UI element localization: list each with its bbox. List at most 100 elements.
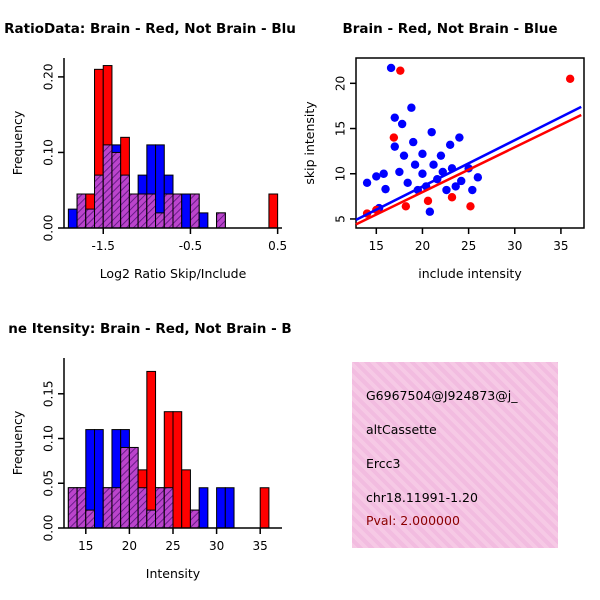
x-axis-title: include intensity	[418, 266, 522, 281]
scatter-point	[381, 184, 390, 194]
scatter-point	[397, 119, 407, 129]
hist-bar-overlap-hatch	[146, 193, 157, 229]
scatter-point	[473, 173, 483, 182]
scatter-point	[407, 103, 416, 112]
hist-bar	[198, 212, 209, 229]
x-tick-label: 20	[122, 539, 137, 553]
y-tick-label: 0.00	[42, 215, 56, 242]
hist-bar-overlap-hatch	[137, 193, 148, 229]
scatter-point	[403, 178, 412, 187]
hist-bar	[198, 487, 209, 529]
y-tick-label: 15	[334, 121, 348, 136]
hist-bar-overlap-hatch	[85, 509, 96, 529]
scatter-point	[425, 207, 435, 216]
hist-bar-overlap-hatch	[111, 151, 122, 229]
scatter-point	[447, 193, 457, 202]
chart-title: RatioData: Brain - Red, Not Brain - Blu	[4, 21, 296, 37]
scatter-point	[451, 182, 460, 191]
scatter-point	[390, 142, 399, 151]
hist-bar-overlap-hatch	[155, 212, 165, 229]
x-tick-label: 0.5	[268, 239, 287, 253]
hist-bar-overlap-hatch	[85, 208, 96, 229]
regression-line	[355, 105, 582, 221]
info-panel: G6967504@J924873@j_ altCassette Ercc3 ch…	[352, 362, 558, 548]
y-axis-title: Frequency	[10, 410, 25, 475]
scatter-point	[442, 185, 451, 195]
y-axis-title: skip intensity	[302, 101, 317, 185]
hist-bar	[224, 487, 235, 529]
info-line-location: chr18.11991-1.20	[366, 490, 478, 505]
scatter-point	[372, 172, 381, 181]
scatter-point	[379, 169, 388, 178]
intensity-scatter-panel: 15 20 25 30 35 5 10 15 20 Brain - Red, Not Brain …	[302, 21, 585, 281]
y-tick-label: 0.10	[42, 139, 56, 166]
scatter-point	[455, 133, 464, 142]
hist-bar-overlap-hatch	[102, 144, 113, 229]
scatter-point	[399, 151, 409, 160]
scatter-point	[436, 151, 446, 160]
x-tick-label: 25	[165, 539, 180, 553]
scatter-point	[418, 169, 427, 178]
scatter-point	[418, 149, 427, 159]
y-tick-label: 0.00	[42, 515, 56, 542]
hist-bar-overlap-hatch	[128, 193, 139, 229]
hist-bar-overlap-hatch	[163, 193, 174, 229]
y-tick-label: 5	[334, 215, 348, 223]
y-tick-label: 0.10	[42, 425, 56, 452]
scatter-point	[409, 137, 418, 147]
x-tick-label: 30	[507, 239, 522, 253]
hist-bar-overlap-hatch	[102, 487, 113, 529]
hist-bar-overlap-hatch	[189, 509, 200, 529]
scatter-point	[423, 196, 433, 206]
x-tick-label: 20	[415, 239, 430, 253]
scatter-point	[389, 133, 399, 142]
x-tick-label: 15	[78, 539, 93, 553]
ratio-histogram-panel: -1.5 -0.5 0.5 0.00 0.10 0.20 RatioData: Brain …	[4, 21, 296, 281]
hist-bar-overlap-hatch	[189, 193, 200, 229]
x-tick-label: 25	[461, 239, 476, 253]
info-line-pval: Pval: 2.000000	[366, 513, 460, 528]
scatter-point	[468, 185, 477, 195]
hist-bar-overlap-hatch	[137, 487, 148, 529]
scatter-point	[429, 160, 438, 169]
x-tick-label: -1.5	[92, 239, 115, 253]
x-tick-label: 35	[253, 539, 268, 553]
hist-bar	[268, 193, 279, 229]
scatter-point	[427, 127, 436, 137]
hist-bar	[181, 469, 191, 529]
hist-bar	[94, 429, 104, 529]
x-tick-label: -0.5	[179, 239, 202, 253]
hist-bar-overlap-hatch	[216, 212, 226, 229]
scatter-point	[410, 160, 420, 169]
scatter-point	[401, 202, 411, 211]
x-axis-title: Log2 Ratio Skip/Include	[100, 266, 247, 281]
x-tick-label: 35	[553, 239, 568, 253]
hist-bar	[172, 411, 183, 529]
x-axis-title: Intensity	[146, 566, 201, 581]
scatter-point	[396, 66, 405, 75]
hist-bar	[146, 370, 157, 529]
hist-bar-overlap-hatch	[128, 446, 139, 529]
y-tick-label: 10	[334, 166, 348, 181]
y-axis-title: Frequency	[10, 110, 25, 175]
scatter-point	[395, 167, 404, 177]
info-line-event-type: altCassette	[366, 422, 437, 437]
hist-bar-overlap-hatch	[120, 174, 130, 229]
scatter-point	[390, 113, 399, 122]
hist-bar-overlap-hatch	[155, 487, 165, 529]
scatter-point	[445, 140, 455, 150]
y-tick-label: 0.20	[42, 64, 56, 91]
y-tick-label: 20	[334, 76, 348, 91]
scatter-point	[565, 74, 575, 83]
hist-bar-overlap-hatch	[163, 487, 174, 529]
gene-intensity-histogram-panel: 15 20 25 30 35 0.00 0.05 0.10 0.15 ne Itensity: B…	[8, 321, 291, 581]
scatter-point	[386, 63, 396, 73]
chart-title: ne Itensity: Brain - Red, Not Brain - B	[8, 321, 291, 337]
hist-bar-overlap-hatch	[120, 446, 130, 529]
scatter-point	[457, 176, 466, 186]
hist-bar	[259, 487, 270, 529]
hist-bar	[67, 208, 78, 229]
hist-bar-overlap-hatch	[94, 174, 104, 229]
hist-bar-overlap-hatch	[172, 193, 183, 229]
